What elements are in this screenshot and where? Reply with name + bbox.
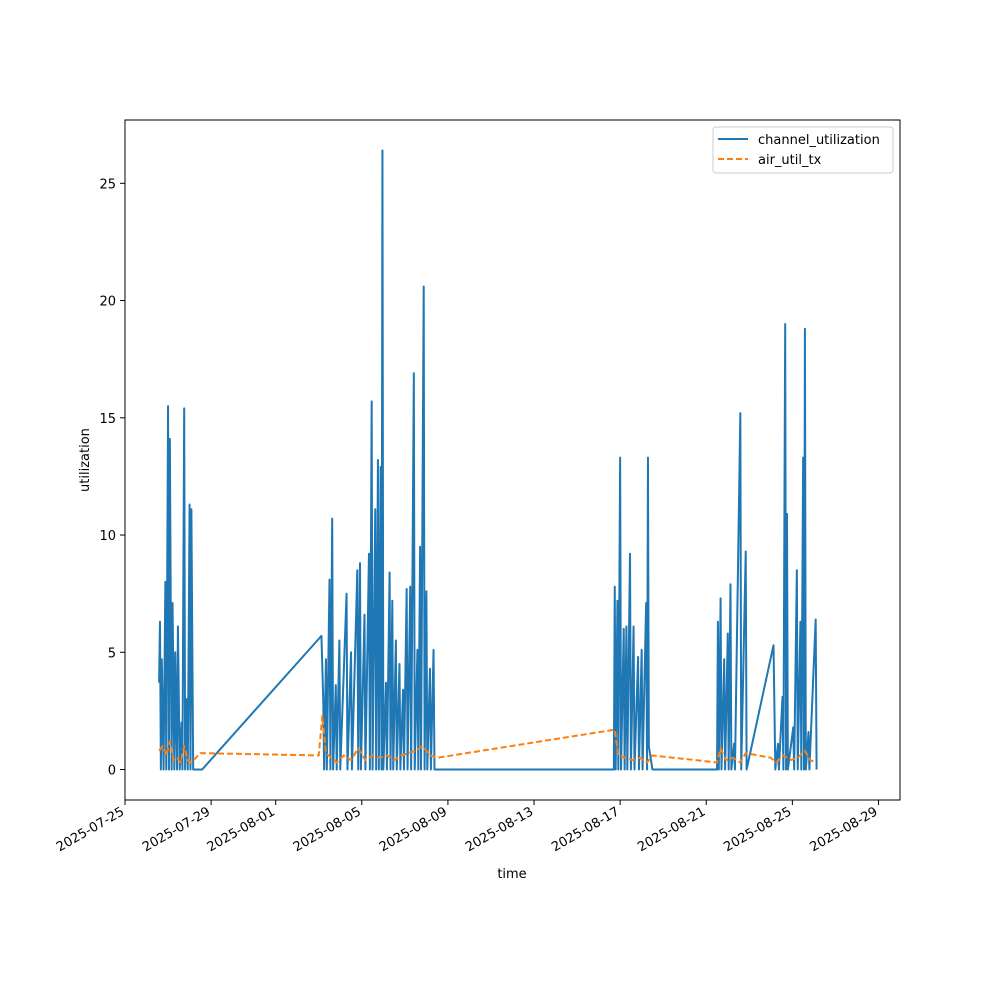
- series-layer: [158, 149, 818, 771]
- y-tick-label: 0: [108, 764, 116, 779]
- y-tick-label: 15: [99, 412, 116, 427]
- y-tick-label: 25: [99, 177, 116, 192]
- legend-label-air-util-tx: air_util_tx: [758, 153, 822, 168]
- y-axis-label: utilization: [78, 428, 93, 492]
- legend: channel_utilization air_util_tx: [712, 126, 894, 174]
- legend-label-channel-utilization: channel_utilization: [758, 133, 880, 148]
- y-tick-label: 5: [108, 646, 116, 661]
- y-axis: 0 5 10 15 20 25: [99, 177, 125, 779]
- series-line-air-util-tx: [158, 714, 817, 764]
- plot-area-frame: [124, 119, 901, 801]
- y-tick-label: 20: [99, 295, 116, 310]
- x-axis-label: time: [497, 867, 526, 882]
- legend-box: [712, 126, 894, 174]
- y-tick-label: 10: [99, 529, 116, 544]
- series-line-channel-utilization: [158, 149, 818, 771]
